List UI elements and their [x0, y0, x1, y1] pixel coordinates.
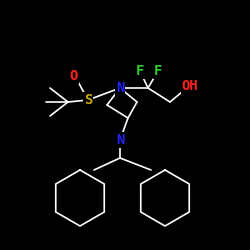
Text: S: S — [84, 93, 92, 107]
Text: N: N — [116, 133, 124, 147]
Text: F: F — [136, 64, 144, 78]
Text: O: O — [70, 69, 78, 83]
Text: F: F — [154, 64, 162, 78]
Text: N: N — [116, 81, 124, 95]
Text: OH: OH — [182, 79, 198, 93]
